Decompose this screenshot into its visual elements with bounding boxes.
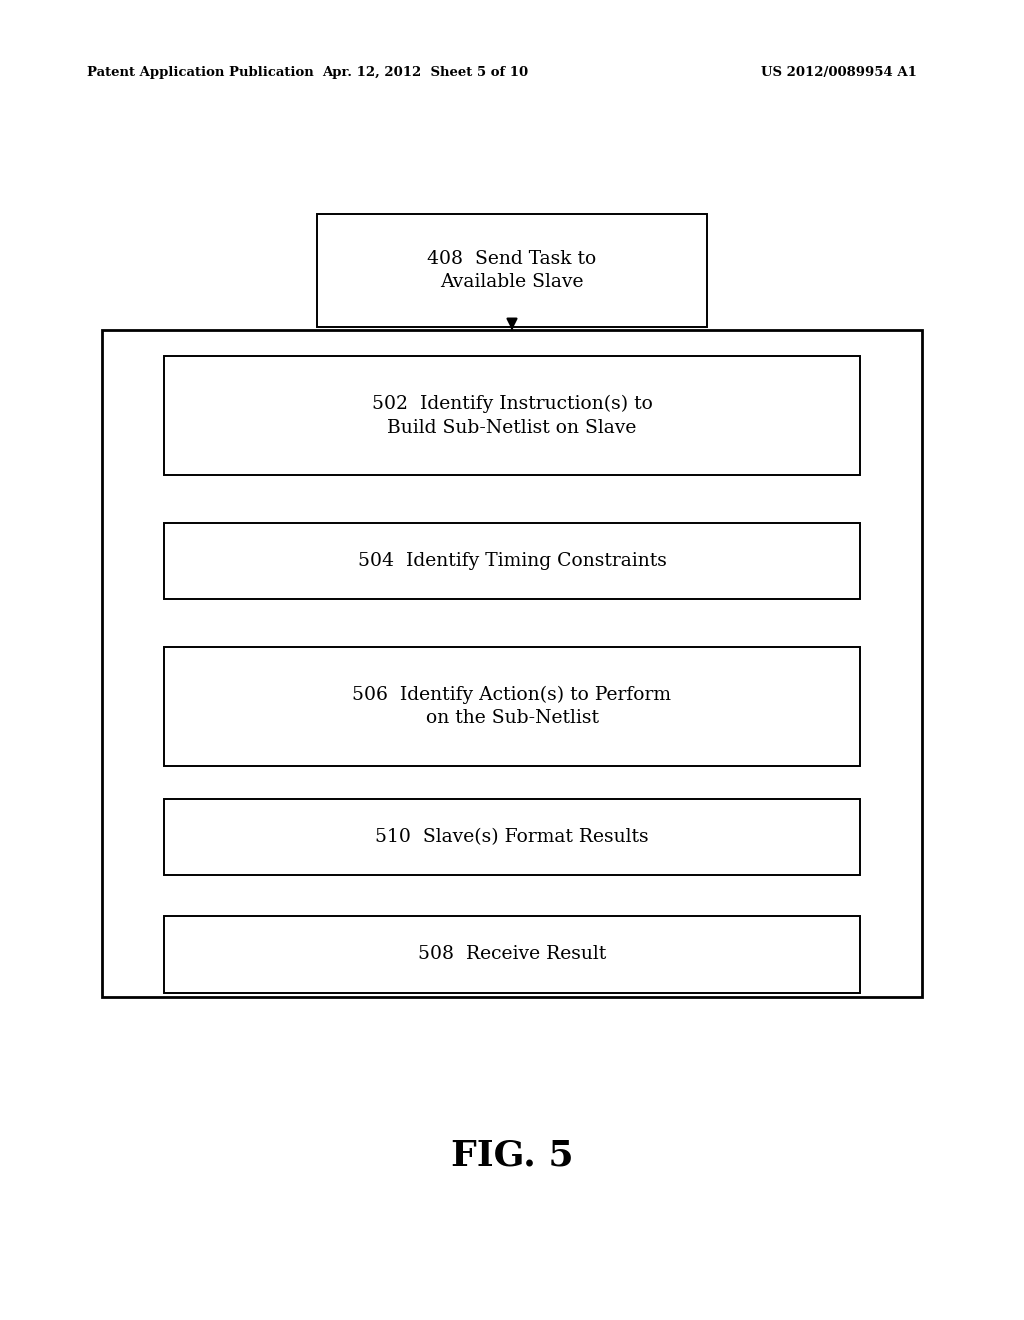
Text: Patent Application Publication: Patent Application Publication: [87, 66, 313, 79]
Bar: [164, 523, 860, 599]
Bar: [164, 799, 860, 875]
Text: 508  Receive Result: 508 Receive Result: [418, 945, 606, 964]
Text: Apr. 12, 2012  Sheet 5 of 10: Apr. 12, 2012 Sheet 5 of 10: [322, 66, 528, 79]
Bar: [102, 330, 922, 997]
Text: FIG. 5: FIG. 5: [451, 1138, 573, 1172]
Bar: [317, 214, 707, 326]
Text: 506  Identify Action(s) to Perform
on the Sub-Netlist: 506 Identify Action(s) to Perform on the…: [352, 685, 672, 727]
Text: 502  Identify Instruction(s) to
Build Sub-Netlist on Slave: 502 Identify Instruction(s) to Build Sub…: [372, 395, 652, 437]
Text: 408  Send Task to
Available Slave: 408 Send Task to Available Slave: [427, 249, 597, 292]
Bar: [164, 916, 860, 993]
Text: US 2012/0089954 A1: US 2012/0089954 A1: [761, 66, 916, 79]
Bar: [164, 356, 860, 475]
Text: 510  Slave(s) Format Results: 510 Slave(s) Format Results: [375, 828, 649, 846]
Text: 504  Identify Timing Constraints: 504 Identify Timing Constraints: [357, 552, 667, 570]
Bar: [164, 647, 860, 766]
